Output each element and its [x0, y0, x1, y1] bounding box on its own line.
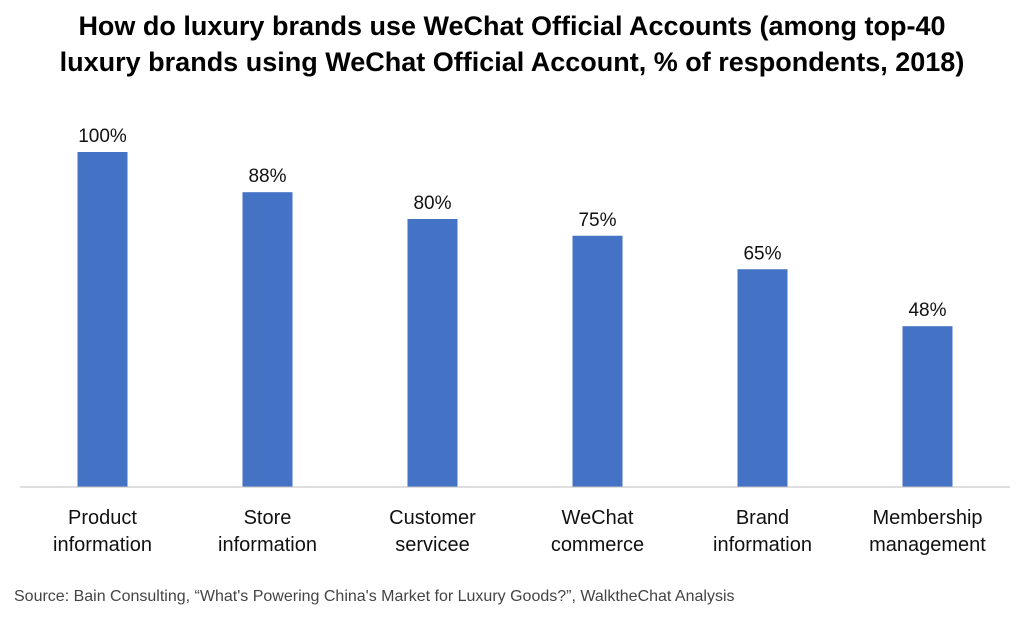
- category-labels-group: Product information Store information Custom…: [53, 507, 986, 556]
- category-label-3-line-0: WeChat: [562, 507, 634, 529]
- bar-0: [77, 152, 128, 487]
- category-label-2-line-0: Customer: [389, 507, 476, 529]
- data-label-0: 100%: [78, 126, 127, 147]
- chart-title-line-2: luxury brands using WeChat Official Acco…: [59, 47, 965, 77]
- category-label-4-line-0: Brand: [736, 507, 789, 529]
- data-label-3: 75%: [578, 210, 616, 231]
- chart-title-line-1: How do luxury brands use WeChat Official…: [78, 11, 946, 41]
- bar-4: [737, 269, 788, 487]
- category-label-1-line-1: information: [218, 534, 317, 556]
- data-label-5: 48%: [908, 300, 946, 321]
- category-label-3-line-1: commerce: [551, 534, 644, 556]
- bar-chart: 100% 88% 80% 75% 65% 48% Product information St…: [20, 126, 1010, 556]
- bar-1: [242, 192, 293, 487]
- data-label-4: 65%: [743, 243, 781, 264]
- data-label-1: 88%: [248, 166, 286, 187]
- category-label-5-line-0: Membership: [872, 507, 982, 529]
- chart-title: How do luxury brands use WeChat Official…: [0, 8, 1024, 80]
- data-labels-group: 100% 88% 80% 75% 65% 48%: [78, 126, 946, 321]
- category-label-5-line-1: management: [869, 534, 986, 556]
- category-label-0-line-1: information: [53, 534, 152, 556]
- bar-3: [572, 235, 623, 487]
- category-label-0-line-0: Product: [68, 507, 137, 529]
- source-note: Source: Bain Consulting, “What's Powerin…: [14, 588, 735, 605]
- category-label-4-line-1: information: [713, 534, 812, 556]
- category-label-2-line-1: servicee: [395, 534, 469, 556]
- category-label-1-line-0: Store: [244, 507, 292, 529]
- bars-group: [77, 152, 953, 487]
- data-label-2: 80%: [413, 193, 451, 214]
- bar-5: [902, 326, 953, 487]
- bar-2: [407, 219, 458, 487]
